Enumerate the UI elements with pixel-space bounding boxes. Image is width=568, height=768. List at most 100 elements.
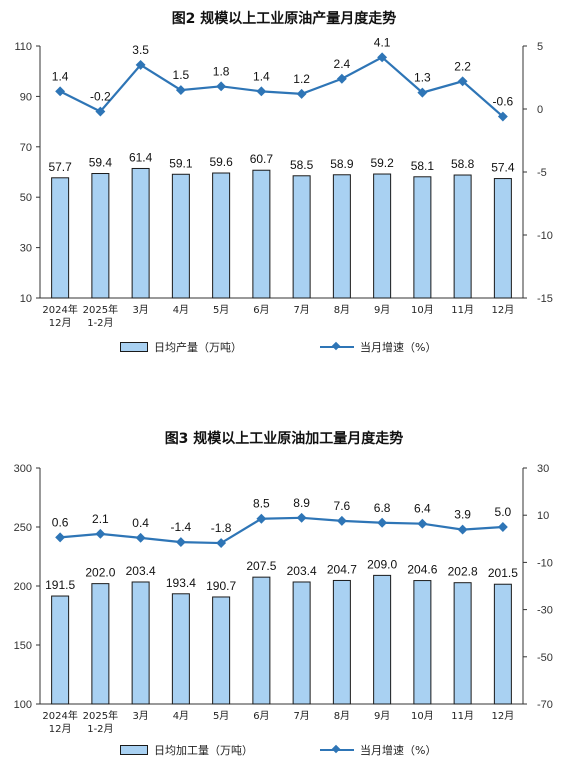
right-tick-label: 5 — [537, 41, 543, 53]
x-tick-label: 9月 — [374, 710, 390, 722]
bar — [51, 595, 70, 705]
line-point — [296, 88, 307, 99]
bar-data-label: 59.4 — [89, 156, 113, 170]
line-data-label: -0.6 — [493, 95, 514, 109]
line-data-label: 7.6 — [334, 499, 351, 513]
bar — [373, 173, 392, 299]
x-tick-label: 7月 — [293, 304, 309, 316]
x-tick-label: 5月 — [213, 710, 229, 722]
x-tick-label: 10月 — [411, 710, 434, 722]
line-point — [175, 85, 186, 96]
line-point — [417, 518, 428, 529]
bar-data-label: 190.7 — [206, 579, 236, 593]
bar — [292, 581, 311, 705]
x-tick-label: 8月 — [334, 710, 350, 722]
line-series — [60, 516, 503, 545]
bar — [131, 581, 150, 705]
x-tick-label: 2025年 — [83, 303, 118, 316]
bar-data-label: 204.7 — [327, 562, 357, 576]
bar-data-label: 59.1 — [169, 156, 193, 170]
bar-data-label: 59.6 — [209, 155, 233, 169]
line-data-label: -1.4 — [171, 520, 192, 534]
chart-plot: 1030507090110-15-10-5052024年12月2025年1-2月… — [14, 35, 553, 329]
bar-data-label: 58.5 — [290, 158, 314, 172]
line-data-label: 0.6 — [52, 515, 69, 529]
line-data-label: 4.1 — [374, 35, 391, 49]
right-tick-label: 10 — [537, 510, 549, 522]
line-point — [95, 106, 106, 117]
line-point — [296, 512, 307, 523]
bar-data-label: 58.8 — [451, 157, 475, 171]
bar — [292, 175, 311, 299]
x-tick-label: 4月 — [173, 304, 189, 316]
line-data-label: 3.9 — [454, 508, 471, 522]
line-point — [457, 524, 468, 535]
left-tick-label: 300 — [14, 463, 32, 475]
line-point — [497, 522, 508, 532]
bar-data-label: 202.0 — [85, 566, 115, 580]
bar — [212, 172, 231, 299]
line-data-label: 0.4 — [132, 516, 149, 530]
left-tick-label: 30 — [20, 243, 32, 255]
bar — [453, 582, 472, 705]
x-tick-label: 11月 — [451, 304, 474, 316]
bar — [131, 167, 150, 299]
x-tick-label: 12月 — [49, 317, 72, 329]
bar — [252, 169, 271, 299]
legend-label: 当月增速（%） — [360, 341, 437, 354]
bar-data-label: 193.4 — [166, 576, 196, 590]
bar-swatch — [120, 745, 148, 755]
left-tick-label: 90 — [20, 91, 32, 103]
left-tick-label: 250 — [14, 522, 32, 534]
line-data-label: 1.5 — [173, 68, 190, 82]
chart-plot: 100150200250300-70-50-30-1010302024年12月2… — [14, 463, 553, 735]
left-tick-label: 110 — [14, 41, 32, 53]
x-tick-label: 2024年 — [42, 709, 77, 722]
line-data-label: 1.2 — [293, 72, 310, 86]
line-data-label: 1.3 — [414, 71, 431, 85]
legend-label: 日均加工量（万吨） — [154, 744, 253, 757]
x-tick-label: 9月 — [374, 304, 390, 316]
bar — [252, 576, 271, 705]
right-tick-label: -15 — [537, 293, 553, 305]
line-point — [336, 73, 347, 84]
bar — [413, 580, 432, 705]
line-swatch — [320, 342, 354, 352]
line-series — [59, 56, 504, 118]
bar-data-label: 59.2 — [370, 156, 394, 170]
line-point — [377, 517, 388, 528]
x-tick-label: 12月 — [492, 304, 515, 316]
line-data-label: 6.4 — [414, 502, 431, 516]
left-tick-label: 50 — [20, 192, 32, 204]
bar — [493, 583, 512, 705]
x-tick-label: 7月 — [293, 710, 309, 722]
bar-data-label: 191.5 — [45, 578, 75, 592]
bar-data-label: 209.0 — [367, 557, 397, 571]
bar — [51, 177, 70, 299]
x-tick-label: 12月 — [49, 723, 72, 735]
bar-data-label: 61.4 — [129, 150, 153, 164]
x-tick-label: 10月 — [411, 304, 434, 316]
x-tick-label: 6月 — [253, 710, 269, 722]
line-data-label: 8.5 — [253, 497, 270, 511]
bar — [91, 583, 110, 705]
legend-label: 当月增速（%） — [360, 744, 437, 757]
left-tick-label: 100 — [14, 699, 32, 711]
right-tick-label: -70 — [537, 699, 553, 711]
bar-data-label: 202.8 — [448, 565, 478, 579]
right-tick-label: -10 — [537, 557, 553, 569]
line-data-label: 8.9 — [293, 496, 310, 510]
bar-data-label: 57.7 — [48, 160, 72, 174]
line-data-label: 2.1 — [92, 512, 109, 526]
right-tick-label: -5 — [537, 167, 547, 179]
crude-oil-output-chart: 图2 规模以上工业原油产量月度走势 10 30 50 70 90 110 -15 -10 -5 0… — [0, 0, 568, 370]
line-data-label: -0.2 — [90, 90, 111, 104]
x-tick-label: 5月 — [213, 304, 229, 316]
right-tick-label: -10 — [537, 230, 553, 242]
line-point — [135, 59, 146, 70]
line-data-label: 6.8 — [374, 501, 391, 515]
right-tick-label: 0 — [537, 104, 543, 116]
chart-title: 图3 规模以上工业原油加工量月度走势 — [164, 431, 404, 447]
x-tick-label: 6月 — [253, 304, 269, 316]
right-tick-label: -50 — [537, 652, 553, 664]
